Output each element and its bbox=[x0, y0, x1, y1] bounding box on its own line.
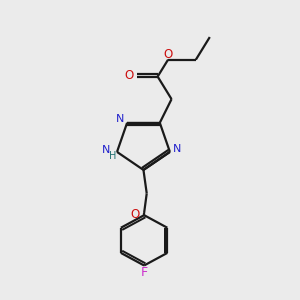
Text: O: O bbox=[164, 48, 173, 61]
Text: N: N bbox=[173, 144, 181, 154]
Text: O: O bbox=[124, 69, 134, 82]
Text: N: N bbox=[102, 146, 111, 155]
Text: O: O bbox=[130, 208, 140, 221]
Text: F: F bbox=[140, 266, 148, 279]
Text: H: H bbox=[109, 151, 116, 161]
Text: N: N bbox=[116, 114, 124, 124]
